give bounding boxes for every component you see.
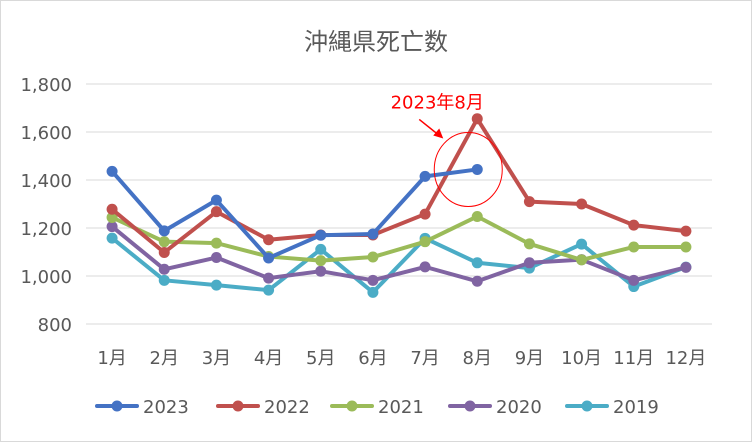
x-tick-label: 11月 — [613, 348, 654, 369]
legend-label-2023: 2023 — [143, 397, 189, 418]
x-tick-label: 10月 — [561, 348, 602, 369]
data-point-2022 — [106, 203, 118, 215]
x-tick-label: 12月 — [665, 348, 706, 369]
x-tick-label: 6月 — [358, 348, 387, 369]
data-point-2021 — [628, 241, 640, 253]
x-tick-label: 5月 — [306, 348, 335, 369]
data-point-2019 — [367, 286, 379, 298]
series-line-2019 — [110, 236, 688, 295]
y-tick-label: 800 — [38, 315, 72, 336]
data-point-2021 — [680, 241, 692, 253]
data-point-2019 — [471, 257, 483, 269]
data-point-2019 — [263, 284, 275, 296]
data-point-2021 — [523, 238, 535, 250]
data-point-2020 — [680, 261, 692, 273]
legend-label-2021: 2021 — [378, 397, 424, 418]
data-point-2020 — [263, 272, 275, 284]
data-point-2019 — [106, 232, 118, 244]
data-point-2023 — [471, 163, 483, 175]
data-point-2021 — [367, 251, 379, 263]
series-line-2020 — [110, 224, 688, 284]
x-tick-label: 7月 — [410, 348, 439, 369]
data-point-2020 — [210, 252, 222, 264]
data-point-2022 — [210, 206, 222, 218]
data-point-2023 — [315, 229, 327, 241]
data-point-2019 — [158, 274, 170, 286]
data-point-2020 — [523, 257, 535, 269]
x-tick-label: 2月 — [150, 348, 179, 369]
data-point-2023 — [367, 228, 379, 240]
legend-marker-2023 — [111, 400, 123, 412]
legend-marker-2019 — [581, 400, 593, 412]
data-point-2022 — [263, 234, 275, 246]
data-point-2021 — [210, 237, 222, 249]
series-line-2022 — [110, 116, 688, 255]
data-point-2021 — [315, 255, 327, 267]
data-point-2023 — [263, 252, 275, 264]
data-point-2023 — [210, 194, 222, 206]
legend-marker-2022 — [232, 400, 244, 412]
data-point-2020 — [367, 274, 379, 286]
data-point-2021 — [576, 254, 588, 266]
data-point-2019 — [210, 279, 222, 291]
chart-title: 沖縄県死亡数 — [304, 28, 448, 56]
legend-marker-2020 — [464, 400, 476, 412]
y-tick-label: 1,400 — [20, 171, 72, 192]
y-tick-label: 1,800 — [20, 75, 72, 96]
legend-label-2022: 2022 — [264, 397, 310, 418]
data-point-2020 — [158, 263, 170, 275]
data-point-2023 — [106, 165, 118, 177]
data-point-2022 — [628, 219, 640, 231]
y-tick-label: 1,200 — [20, 219, 72, 240]
x-tick-label: 8月 — [463, 348, 492, 369]
x-tick-label: 3月 — [202, 348, 231, 369]
legend-label-2019: 2019 — [613, 397, 659, 418]
data-point-2022 — [680, 225, 692, 237]
data-point-2020 — [106, 221, 118, 233]
x-tick-label: 9月 — [515, 348, 544, 369]
data-point-2021 — [419, 236, 431, 248]
annotation-circle — [433, 131, 503, 207]
data-point-2022 — [523, 196, 535, 208]
x-tick-label: 1月 — [97, 348, 126, 369]
data-point-2020 — [315, 265, 327, 277]
data-point-2023 — [158, 225, 170, 237]
data-point-2020 — [419, 261, 431, 273]
y-tick-label: 1,000 — [20, 267, 72, 288]
data-point-2022 — [419, 208, 431, 220]
legend-marker-2021 — [346, 400, 358, 412]
data-point-2020 — [628, 274, 640, 286]
data-point-2021 — [471, 210, 483, 222]
data-point-2022 — [158, 246, 170, 258]
data-point-2023 — [419, 170, 431, 182]
y-tick-label: 1,600 — [20, 123, 72, 144]
data-point-2021 — [158, 236, 170, 248]
legend-label-2020: 2020 — [496, 397, 542, 418]
x-tick-label: 4月 — [254, 348, 283, 369]
data-point-2022 — [576, 198, 588, 210]
data-point-2022 — [471, 113, 483, 125]
data-point-2020 — [471, 275, 483, 287]
annotation-arrow-head — [433, 128, 444, 139]
series-line-2023 — [110, 167, 480, 260]
data-point-2019 — [576, 238, 588, 250]
data-point-2019 — [315, 243, 327, 255]
series-line-2021 — [110, 214, 688, 263]
data-point-2021 — [106, 211, 118, 223]
annotation-label: 2023年8月 — [391, 92, 484, 113]
